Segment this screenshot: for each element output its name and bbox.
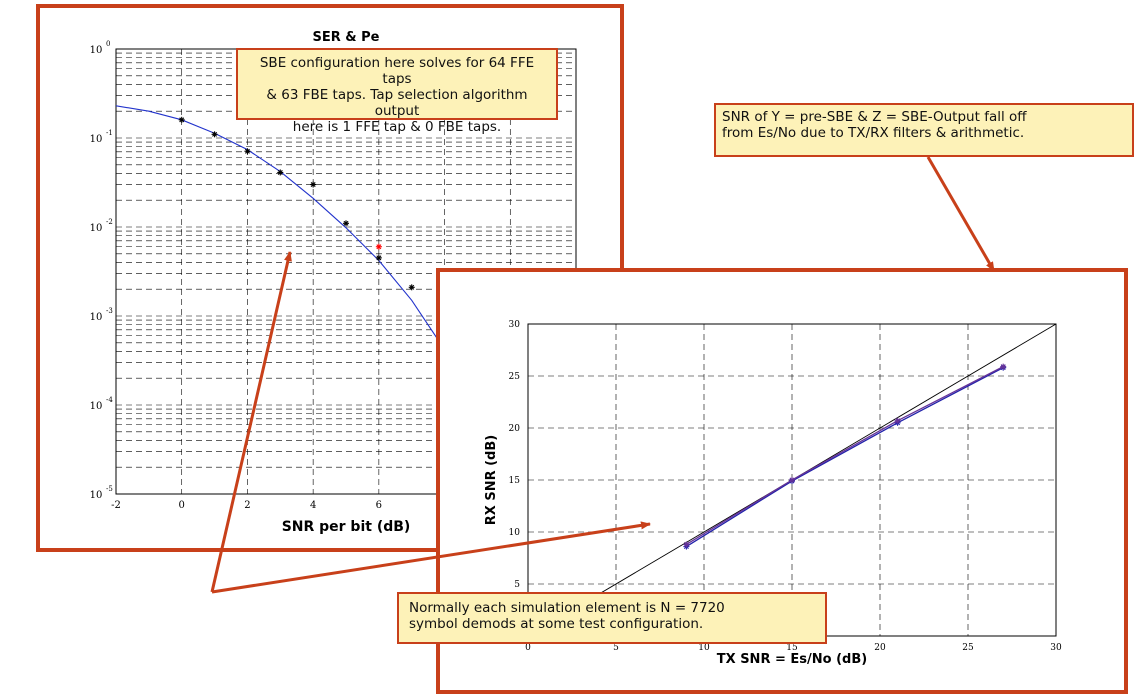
ser-x-tick-label: 2: [244, 500, 250, 511]
snr-data-point: [894, 417, 901, 424]
ser-y-tick-base: 10: [90, 134, 103, 145]
ser-x-tick-label: 4: [310, 500, 316, 511]
snr-y-tick-label: 10: [509, 528, 521, 538]
snr-x-axis-label: TX SNR = Es/No (dB): [717, 652, 867, 667]
ser-x-tick-label: 6: [376, 500, 382, 511]
snr-data-point: [789, 477, 795, 483]
ser-y-tick-exponent: -4: [106, 396, 113, 404]
ser-y-tick-base: 10: [90, 490, 103, 501]
ser-y-tick-exponent: -3: [106, 307, 113, 315]
ser-chart-title: SER & Pe: [313, 30, 380, 45]
snr-y-axis-label: RX SNR (dB): [484, 435, 499, 525]
snr-data-point: [1000, 363, 1007, 370]
callout-snr-line-2: from Es/No due to TX/RX filters & arithm…: [722, 125, 1025, 141]
ser-y-tick-exponent: -2: [106, 218, 113, 226]
snr-x-tick-label: 30: [1050, 643, 1062, 653]
ser-y-tick-exponent: -1: [106, 129, 113, 137]
snr-measured-line: [686, 366, 1004, 546]
ser-x-tick-label: -2: [111, 500, 121, 511]
snr-x-tick-label: 0: [525, 643, 531, 653]
snr-y-tick-label: 25: [509, 372, 521, 382]
snr-chart: 051015202530051015202530TX SNR = Es/No (…: [484, 320, 1062, 667]
snr-data-point: [683, 541, 690, 548]
snr-measured-line: [686, 367, 1004, 548]
snr-y-tick-label: 15: [509, 476, 521, 486]
ser-highlight-point: [375, 243, 382, 250]
snr-y-tick-label: 20: [509, 424, 521, 434]
ser-data-point: [343, 220, 349, 227]
ser-data-point: [244, 148, 251, 155]
ser-y-tick-base: 10: [90, 45, 103, 56]
callout-sbe-line-3: here is 1 FFE tap & 0 FBE taps.: [292, 119, 502, 135]
callout-simulation-element: Normally each simulation element is N = …: [397, 592, 827, 644]
ser-x-axis-label: SNR per bit (dB): [282, 519, 411, 535]
ser-y-tick-base: 10: [90, 223, 103, 234]
snr-x-tick-label: 20: [874, 643, 886, 653]
ser-data-point: [408, 284, 415, 291]
ser-data-point: [277, 169, 284, 176]
ser-data-point: [178, 116, 185, 123]
callout-sim-line-2: symbol demods at some test configuration…: [409, 616, 704, 632]
ser-y-tick-exponent: -5: [106, 485, 113, 493]
ser-y-tick-exponent: 0: [106, 40, 110, 48]
callout-sbe-line-2: & 63 FBE taps. Tap selection algorithm o…: [266, 87, 528, 119]
snr-x-tick-label: 25: [962, 643, 974, 653]
callout-sim-line-1: Normally each simulation element is N = …: [409, 600, 725, 616]
arrow-sim-to-ser-point: [210, 251, 292, 593]
callout-snr-falloff: SNR of Y = pre-SBE & Z = SBE-Output fall…: [714, 103, 1134, 157]
snr-y-tick-label: 5: [514, 580, 520, 590]
ser-y-tick-base: 10: [90, 401, 103, 412]
arrow-sim-to-snr-point: [211, 521, 651, 594]
snr-y-tick-label: 30: [509, 320, 521, 330]
ser-data-point: [310, 181, 317, 188]
ser-x-tick-label: 0: [179, 500, 185, 511]
snr-x-tick-label: 10: [698, 643, 710, 653]
snr-x-tick-label: 5: [613, 643, 619, 653]
ser-data-point: [211, 131, 218, 138]
arrow-snr-callout-to-line: [926, 156, 996, 272]
ser-y-tick-base: 10: [90, 312, 103, 323]
ser-data-point: [375, 254, 382, 261]
callout-sbe-configuration: SBE configuration here solves for 64 FFE…: [236, 48, 558, 135]
callout-snr-line-1: SNR of Y = pre-SBE & Z = SBE-Output fall…: [722, 109, 1027, 125]
snr-x-tick-label: 15: [786, 643, 798, 653]
callout-sbe-line-1: SBE configuration here solves for 64 FFE…: [259, 55, 535, 87]
